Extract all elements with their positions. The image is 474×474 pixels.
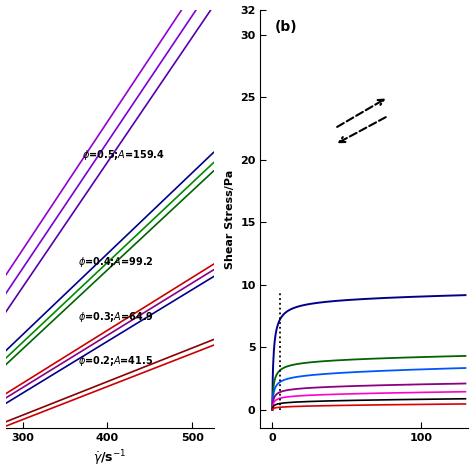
- Text: $\phi$=0.3;$A$=64.9: $\phi$=0.3;$A$=64.9: [78, 310, 154, 324]
- Text: $\phi$=0.2;$A$=41.5: $\phi$=0.2;$A$=41.5: [78, 355, 153, 368]
- X-axis label: $\dot{\gamma}$/s$^{-1}$: $\dot{\gamma}$/s$^{-1}$: [93, 449, 127, 468]
- Text: $\phi$=0.5;$A$=159.4: $\phi$=0.5;$A$=159.4: [82, 148, 165, 163]
- Text: (b): (b): [275, 20, 298, 34]
- Text: $\phi$=0.4;$A$=99.2: $\phi$=0.4;$A$=99.2: [78, 255, 153, 269]
- Y-axis label: Shear Stress/Pa: Shear Stress/Pa: [225, 169, 235, 269]
